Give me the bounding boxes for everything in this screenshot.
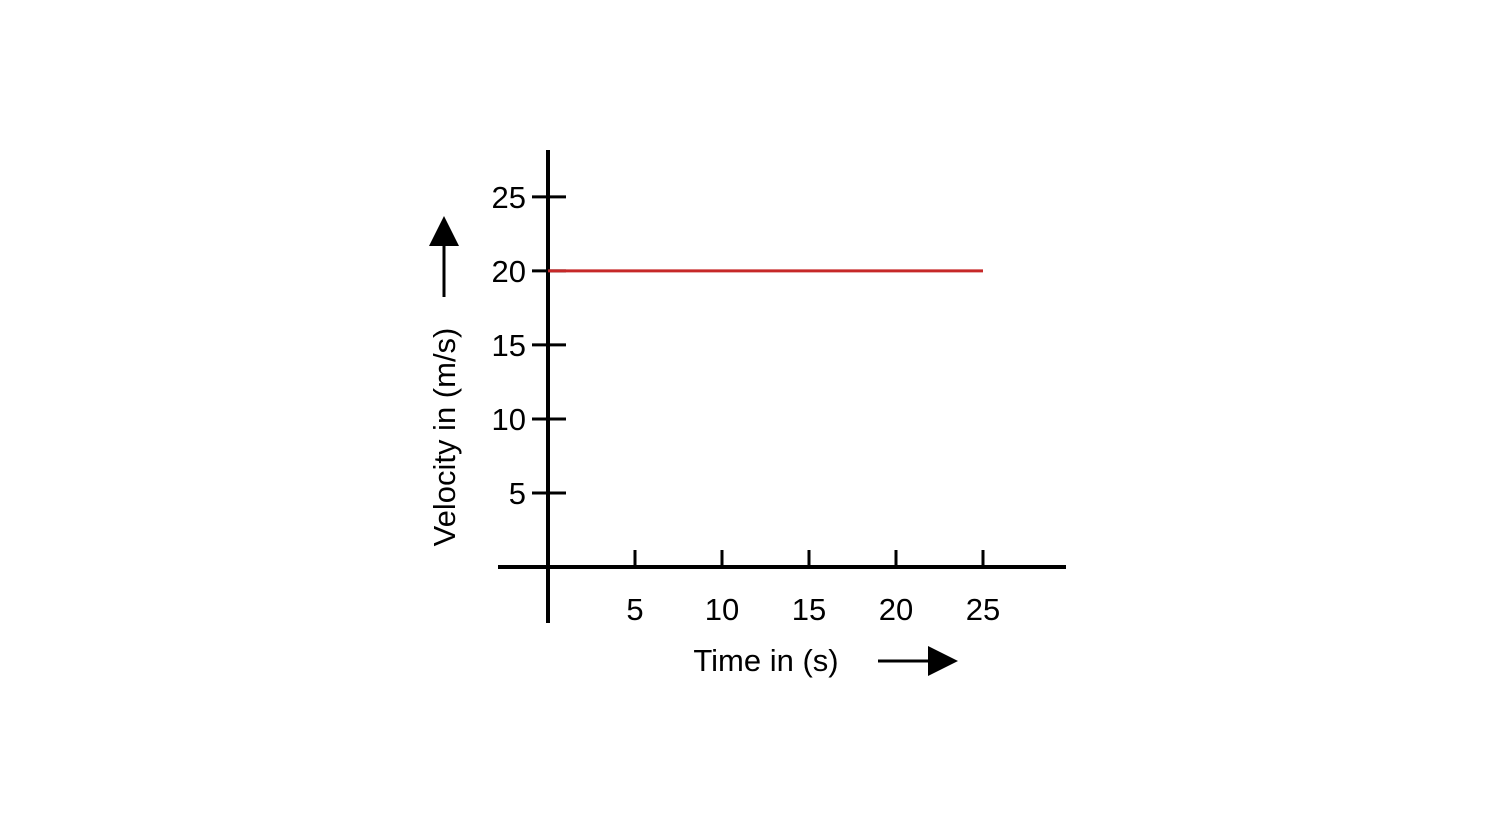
y-ticks: 5 10 15 20 25 bbox=[492, 180, 566, 511]
y-tick-label: 25 bbox=[492, 180, 526, 215]
x-tick-label: 25 bbox=[966, 592, 1000, 627]
y-tick-label: 5 bbox=[509, 476, 526, 511]
x-axis-title: Time in (s) bbox=[693, 643, 838, 678]
x-tick-label: 5 bbox=[626, 592, 643, 627]
y-tick-label: 20 bbox=[492, 254, 526, 289]
y-tick-label: 15 bbox=[492, 328, 526, 363]
x-ticks: 5 10 15 20 25 bbox=[626, 550, 1000, 627]
x-tick-label: 10 bbox=[705, 592, 739, 627]
x-tick-label: 15 bbox=[792, 592, 826, 627]
x-tick-label: 20 bbox=[879, 592, 913, 627]
y-axis-title: Velocity in (m/s) bbox=[427, 328, 462, 547]
y-tick-label: 10 bbox=[492, 402, 526, 437]
